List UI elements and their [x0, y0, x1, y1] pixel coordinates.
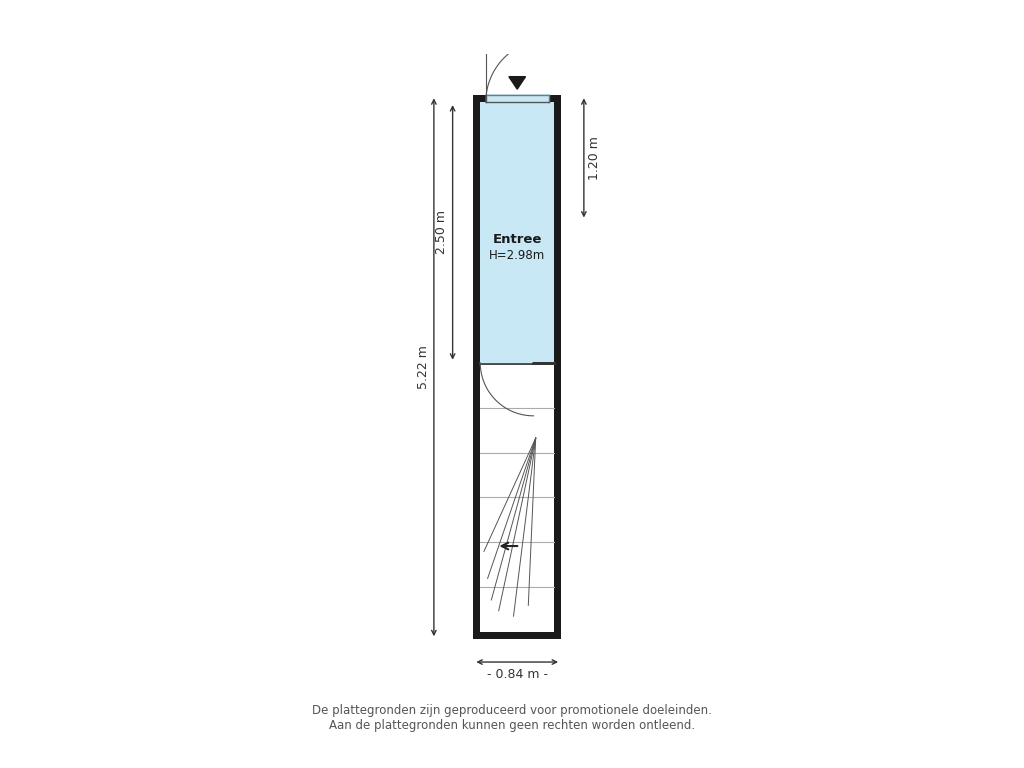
Bar [480, 102, 554, 362]
Bar [485, 94, 549, 102]
Bar [532, 362, 534, 363]
Text: De plattegronden zijn geproduceerd voor promotionele doeleinden.: De plattegronden zijn geproduceerd voor … [312, 704, 712, 717]
Text: 5.22 m: 5.22 m [417, 346, 430, 389]
Bar [480, 362, 481, 363]
Text: Entree: Entree [493, 233, 542, 246]
Text: - 0.84 m -: - 0.84 m - [486, 668, 548, 681]
Polygon shape [509, 77, 525, 89]
Bar [473, 95, 561, 639]
Text: Aan de plattegronden kunnen geen rechten worden ontleend.: Aan de plattegronden kunnen geen rechten… [329, 720, 695, 732]
Text: 2.50 m: 2.50 m [435, 210, 449, 254]
Text: 1.20 m: 1.20 m [588, 136, 601, 180]
Text: H=2.98m: H=2.98m [489, 250, 546, 263]
Bar [480, 361, 534, 363]
Bar [480, 362, 554, 632]
